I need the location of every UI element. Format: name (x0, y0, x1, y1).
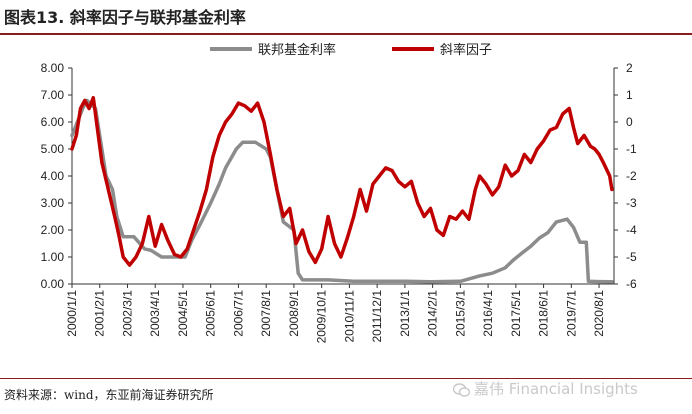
figure-title: 图表13. 斜率因子与联邦基金利率 (4, 8, 246, 27)
figure-title-bar: 图表13. 斜率因子与联邦基金利率 (0, 0, 692, 35)
wechat-icon (453, 382, 470, 397)
y-left-tick-label: 3.00 (41, 196, 65, 210)
x-tick-label: 2017/5/1 (509, 290, 523, 337)
x-tick-label: 2006/7/1 (231, 290, 245, 337)
y-left-tick-label: 5.00 (41, 142, 65, 156)
x-tick-label: 2016/4/1 (481, 290, 495, 337)
x-tick-label: 2001/2/1 (93, 290, 107, 337)
y-left-tick-label: 7.00 (41, 88, 65, 102)
x-tick-label: 2003/4/1 (148, 290, 162, 337)
x-tick-label: 2009/10/1 (315, 290, 329, 344)
x-tick-label: 2005/6/1 (204, 290, 218, 337)
line-chart: 0.00 1.00 2.00 3.00 4.00 5.00 6.00 7.00 8.00 -6 -5… (41, 42, 637, 344)
x-tick-label: 2008/9/1 (287, 290, 301, 337)
y-right-tick-label: -1 (626, 142, 637, 156)
x-tick-label: 2007/8/1 (259, 290, 273, 337)
y-right-tick-label: -2 (626, 169, 637, 183)
y-left-tick-label: 6.00 (41, 115, 65, 129)
x-tick-label: 2014/2/1 (426, 290, 440, 337)
x-tick-label: 2000/1/1 (65, 290, 79, 337)
watermark-text: 嘉伟 Financial Insights (474, 380, 638, 398)
y-right-tick-label: -5 (626, 250, 637, 264)
y-right-tick-label: -3 (626, 196, 637, 210)
y-left-tick-label: 8.00 (41, 61, 65, 75)
series-line-slope (70, 95, 614, 267)
x-tick-label: 2020/8/1 (592, 290, 606, 337)
x-tick-label: 2019/7/1 (564, 290, 578, 337)
y-left-tick-label: 1.00 (41, 250, 65, 264)
source-note: 资料来源：wind，东亚前海证券研究所 (4, 388, 214, 402)
y-left-tick-label: 0.00 (41, 277, 65, 291)
x-tick-label: 2013/1/1 (398, 290, 412, 337)
x-tick-label: 2010/11/1 (342, 290, 356, 343)
y-left-tick-label: 2.00 (41, 223, 65, 237)
legend-slope-label: 斜率因子 (440, 42, 492, 58)
x-tick-label: 2002/3/1 (120, 290, 134, 337)
x-tick-label: 2004/5/1 (176, 290, 190, 337)
y-right-tick-label: -4 (626, 223, 637, 237)
y-right-tick-label: 0 (626, 115, 633, 129)
footer-rule (0, 378, 692, 379)
y-left-tick-label: 4.00 (41, 169, 65, 183)
y-right-tick-label: 1 (626, 88, 633, 102)
legend-fed-rate-label: 联邦基金利率 (258, 42, 336, 58)
x-tick-label: 2018/6/1 (537, 290, 551, 337)
watermark: 嘉伟 Financial Insights (453, 378, 638, 399)
y-right-tick-label: -6 (626, 277, 637, 291)
x-tick-label: 2011/12/1 (370, 290, 384, 343)
x-tick-label: 2015/3/1 (453, 290, 467, 337)
title-rule (0, 33, 692, 35)
y-right-tick-label: 2 (626, 61, 633, 75)
